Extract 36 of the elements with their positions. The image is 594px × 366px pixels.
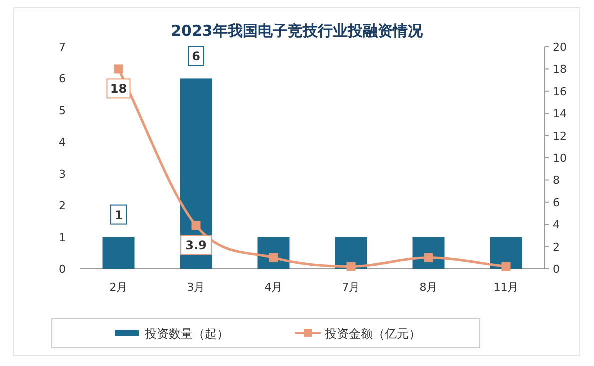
y-tick-label: 4 — [59, 136, 66, 150]
y2-tick-label: 8 — [553, 174, 560, 188]
y2-tick-label: 16 — [553, 85, 567, 98]
x-tick-label: 11月 — [494, 281, 519, 294]
y2-tick-label: 18 — [553, 63, 567, 76]
legend-label: 投资金额（亿元） — [324, 327, 421, 341]
y2-tick-label: 12 — [553, 130, 567, 143]
point — [502, 262, 511, 272]
x-tick-label: 3月 — [187, 281, 206, 294]
y-tick-label: 0 — [59, 263, 66, 276]
x-tick-label: 7月 — [342, 281, 360, 294]
y-tick-label: 6 — [59, 72, 66, 86]
data-label: 1 — [114, 208, 123, 222]
y-tick-label: 3 — [59, 168, 66, 181]
y2-tick-label: 0 — [553, 263, 560, 276]
y-tick-label: 2 — [59, 200, 66, 213]
y2-tick-label: 2 — [553, 240, 560, 254]
y-tick-label: 7 — [59, 41, 66, 54]
y2-tick-label: 10 — [553, 152, 567, 165]
point — [192, 221, 201, 230]
point — [346, 262, 356, 272]
y2-tick-label: 20 — [553, 41, 567, 54]
y-tick-label: 5 — [59, 104, 66, 118]
chart-title: 2023年我国电子竞技行业投融资情况 — [171, 22, 424, 40]
x-tick-label: 4月 — [264, 281, 283, 294]
data-label: 6 — [192, 50, 200, 64]
data-label: 3.9 — [186, 238, 207, 253]
y2-tick-label: 6 — [553, 196, 560, 210]
legend-label: 投资数量（起） — [144, 327, 229, 341]
y-tick-label: 1 — [59, 231, 66, 244]
x-tick-label: 8月 — [420, 281, 438, 294]
point — [114, 64, 124, 74]
y2-tick-label: 14 — [553, 108, 567, 121]
x-tick-label: 2月 — [110, 281, 128, 294]
y2-tick-label: 4 — [553, 218, 560, 232]
data-label: 18 — [110, 82, 128, 96]
